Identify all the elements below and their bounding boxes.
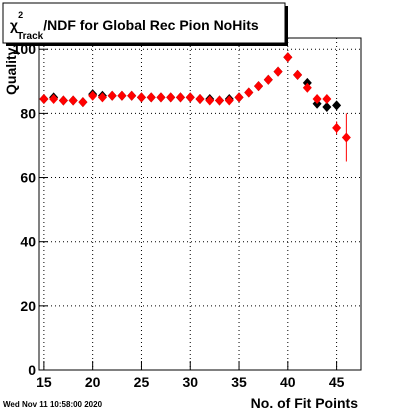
marker bbox=[263, 74, 273, 85]
x-axis-label: No. of Fit Points bbox=[251, 395, 359, 411]
marker bbox=[97, 92, 107, 103]
x-tick-label: 35 bbox=[231, 374, 247, 390]
marker bbox=[175, 92, 185, 103]
marker bbox=[117, 90, 127, 101]
marker bbox=[244, 87, 254, 98]
marker bbox=[254, 81, 264, 92]
y-tick-label: 60 bbox=[20, 170, 36, 186]
marker bbox=[136, 92, 146, 103]
title-box bbox=[2, 2, 286, 44]
marker bbox=[88, 90, 98, 101]
title-sub: Track bbox=[17, 31, 44, 42]
marker bbox=[332, 100, 342, 111]
x-tick-label: 45 bbox=[329, 374, 345, 390]
title-symbol: χ bbox=[10, 17, 18, 33]
x-tick-label: 15 bbox=[36, 374, 52, 390]
y-tick-label: 0 bbox=[28, 362, 36, 378]
marker bbox=[312, 93, 322, 104]
marker bbox=[322, 101, 332, 112]
marker bbox=[234, 92, 244, 103]
marker bbox=[58, 95, 68, 106]
title-text: /NDF for Global Rec Pion NoHits bbox=[43, 17, 259, 33]
x-tick-label: 20 bbox=[85, 374, 101, 390]
marker bbox=[156, 92, 166, 103]
y-tick-label: 80 bbox=[20, 105, 36, 121]
x-tick-label: 25 bbox=[134, 374, 150, 390]
x-tick-label: 30 bbox=[182, 374, 198, 390]
marker bbox=[39, 93, 49, 104]
marker bbox=[166, 92, 176, 103]
marker bbox=[332, 122, 342, 133]
y-tick-label: 20 bbox=[20, 298, 36, 314]
marker bbox=[205, 95, 215, 106]
title-sup: 2 bbox=[18, 10, 23, 20]
y-tick-label: 40 bbox=[20, 234, 36, 250]
marker bbox=[293, 69, 303, 80]
marker bbox=[302, 82, 312, 93]
footer-date: Wed Nov 11 10:58:00 2020 bbox=[3, 400, 103, 409]
marker bbox=[215, 95, 225, 106]
marker bbox=[341, 132, 351, 143]
x-tick-label: 40 bbox=[280, 374, 296, 390]
marker bbox=[195, 93, 205, 104]
marker bbox=[49, 93, 59, 104]
marker bbox=[322, 93, 332, 104]
chart-title: χ2 Track/NDF for Global Rec Pion NoHits bbox=[10, 10, 259, 42]
marker bbox=[146, 92, 156, 103]
marker bbox=[224, 95, 234, 106]
marker bbox=[107, 90, 117, 101]
marker bbox=[185, 92, 195, 103]
y-axis-label: Quality bbox=[3, 47, 19, 95]
marker bbox=[78, 97, 88, 108]
marker bbox=[273, 66, 283, 77]
marker bbox=[68, 95, 78, 106]
marker bbox=[127, 90, 137, 101]
marker bbox=[283, 52, 293, 63]
